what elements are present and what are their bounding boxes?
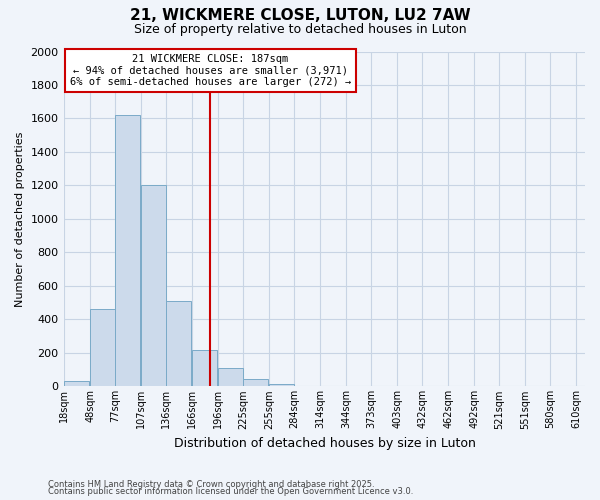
Bar <box>141 184 166 386</box>
Bar <box>269 384 295 386</box>
Bar <box>64 380 89 386</box>
Bar <box>115 115 140 386</box>
X-axis label: Distribution of detached houses by size in Luton: Distribution of detached houses by size … <box>173 437 476 450</box>
Bar <box>166 301 191 386</box>
Bar <box>90 310 115 386</box>
Text: Contains HM Land Registry data © Crown copyright and database right 2025.: Contains HM Land Registry data © Crown c… <box>48 480 374 489</box>
Text: Size of property relative to detached houses in Luton: Size of property relative to detached ho… <box>134 22 466 36</box>
Bar <box>218 368 244 386</box>
Bar <box>244 379 268 386</box>
Text: 21 WICKMERE CLOSE: 187sqm
← 94% of detached houses are smaller (3,971)
6% of sem: 21 WICKMERE CLOSE: 187sqm ← 94% of detac… <box>70 54 351 87</box>
Bar <box>192 350 217 387</box>
Text: Contains public sector information licensed under the Open Government Licence v3: Contains public sector information licen… <box>48 487 413 496</box>
Text: 21, WICKMERE CLOSE, LUTON, LU2 7AW: 21, WICKMERE CLOSE, LUTON, LU2 7AW <box>130 8 470 22</box>
Y-axis label: Number of detached properties: Number of detached properties <box>15 132 25 306</box>
